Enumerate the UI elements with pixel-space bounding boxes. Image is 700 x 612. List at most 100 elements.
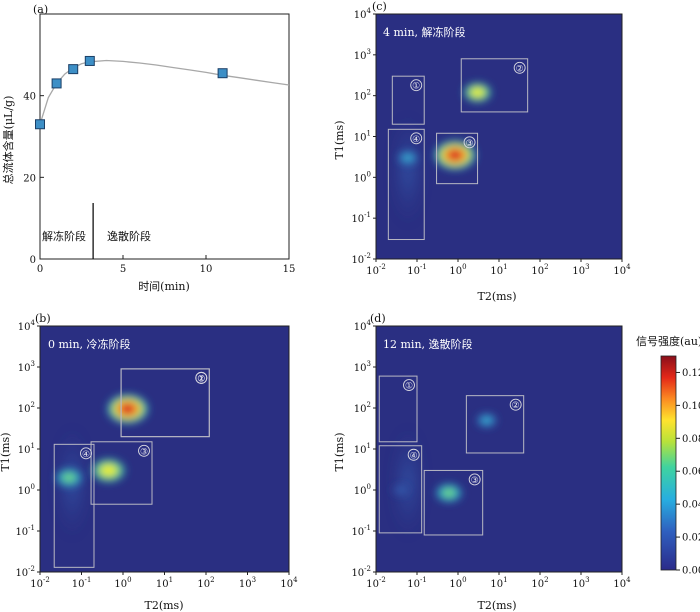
region-box <box>378 445 423 534</box>
y-tick-label: 0 <box>30 255 36 266</box>
phase-label-escape: 逸散阶段 <box>107 229 151 243</box>
region-label: ④ <box>410 451 418 461</box>
region-label: ② <box>512 401 520 411</box>
y-tick-label: 10-2 <box>15 565 35 579</box>
x-tick-label: 104 <box>613 576 631 590</box>
region-box <box>90 441 153 505</box>
x-tick-label: 103 <box>572 263 589 277</box>
x-tick-label: 10-1 <box>72 576 92 590</box>
heat-peak <box>433 481 465 504</box>
heat-peak <box>88 456 129 485</box>
x-tick-label: 101 <box>490 576 507 590</box>
region-box <box>465 395 525 454</box>
x-tick-label: 103 <box>239 576 256 590</box>
x-tick-label: 102 <box>531 576 548 590</box>
y-tick-label: 103 <box>18 360 35 374</box>
heat-tail <box>393 427 422 538</box>
panel-a-ylabel: 总流体含量(μL/g) <box>1 96 15 185</box>
x-tick-label: 0 <box>37 264 43 275</box>
x-tick-label: 100 <box>449 263 466 277</box>
region-label: ③ <box>140 447 148 457</box>
panel-d-annotation: 12 min, 逸散阶段 <box>383 337 473 351</box>
y-tick-label: 104 <box>354 7 372 21</box>
heat-tail <box>393 115 422 226</box>
panel-b-label: (b) <box>35 312 51 325</box>
panel-d-label: (d) <box>370 312 386 325</box>
y-tick-label: 102 <box>354 89 371 103</box>
x-tick-label: 10-1 <box>407 263 427 277</box>
region-label: ② <box>516 64 524 74</box>
panel-a: (a) 解冻阶段 逸散阶段 0 5 10 15 0 20 40 时间(min) 总流体含量… <box>1 3 295 293</box>
region-box <box>436 132 479 185</box>
data-point <box>68 64 79 75</box>
panel-c-xlabel: T2(ms) <box>478 290 517 303</box>
region-marker <box>403 379 415 392</box>
region-box <box>391 75 425 125</box>
region-box <box>378 375 418 443</box>
data-point <box>35 119 45 130</box>
region-label: ④ <box>412 135 420 145</box>
panel-b-ylabel: T1(ms) <box>0 433 12 472</box>
x-tick-label: 100 <box>114 576 131 590</box>
panel-d-xlabel: T2(ms) <box>478 599 517 612</box>
colorbar-gradient <box>660 355 677 571</box>
panel-a-label: (a) <box>33 3 48 16</box>
colorbar-title: 信号强度(au) <box>636 334 700 348</box>
panel-c-regions: ① ② ③ ④ <box>387 58 529 241</box>
heat-peak <box>104 392 151 426</box>
region-box <box>460 58 529 113</box>
colorbar: 信号强度(au) 0.12 0.10 0.08 0.06 0.04 0.02 0.00 <box>636 334 700 577</box>
panel-b-regions: ①② ③ ④ <box>53 368 210 568</box>
panel-c: (c) ① ② ③ ④ 4 min, 解冻阶段 104 103 102 101 100 10-1… <box>333 0 631 303</box>
x-tick-label: 102 <box>197 576 214 590</box>
region-marker <box>138 444 150 457</box>
colorbar-tick-label: 0.10 <box>682 401 700 412</box>
colorbar-tick-label: 0.06 <box>682 467 700 478</box>
x-tick-label: 102 <box>531 263 548 277</box>
panel-b: (b) ①② ③ ④ 0 min, 冷冻阶段 104 103 102 101 100 10-1… <box>0 312 298 612</box>
panel-c-ticks: 104 103 102 101 100 10-1 10-210-2 10-1 100 101 102… <box>351 7 631 277</box>
region-box <box>120 368 210 438</box>
y-tick-label: 100 <box>354 483 371 497</box>
colorbar-ticks: 0.12 0.10 0.08 0.06 0.04 0.02 0.00 <box>676 368 700 577</box>
y-tick-label: 102 <box>18 401 35 415</box>
y-tick-label: 101 <box>354 442 371 456</box>
fit-curve-group <box>39 59 290 125</box>
panel-c-annotation: 4 min, 解冻阶段 <box>383 25 466 39</box>
y-tick-label: 103 <box>354 360 371 374</box>
region-label: ① <box>412 82 420 92</box>
y-tick-label: 102 <box>354 401 371 415</box>
x-tick-label: 10-2 <box>366 263 386 277</box>
x-tick-label: 104 <box>613 263 631 277</box>
region-marker <box>468 473 481 486</box>
x-tick-label: 15 <box>283 264 296 275</box>
x-tick-label: 10-2 <box>366 576 386 590</box>
y-tick-label: 101 <box>354 130 371 144</box>
region-marker <box>407 448 420 461</box>
panel-b-annotation: 0 min, 冷冻阶段 <box>48 337 131 351</box>
y-tick-label: 104 <box>18 319 36 333</box>
data-point <box>84 55 95 66</box>
region-box <box>423 469 484 536</box>
colorbar-tick-label: 0.02 <box>682 533 700 544</box>
x-tick-label: 10-2 <box>30 576 50 590</box>
panel-b-heatmap <box>53 392 151 538</box>
y-tick-label: 10-1 <box>15 524 35 538</box>
x-tick-label: 103 <box>572 576 589 590</box>
data-point <box>51 78 62 89</box>
data-point <box>217 68 228 79</box>
region-label: ④ <box>82 450 90 460</box>
panel-d-ylabel: T1(ms) <box>333 433 346 472</box>
panel-c-ylabel: T1(ms) <box>333 121 346 160</box>
panel-b-ticks: 104 103 102 101 100 10-1 10-210-2 10-1 100 101 102… <box>15 319 298 590</box>
heat-peak <box>389 481 412 499</box>
x-tick-label: 104 <box>280 576 298 590</box>
region-label: ① <box>405 382 413 392</box>
panel-a-plot-frame <box>39 13 290 260</box>
y-tick-label: 10-1 <box>351 211 371 225</box>
region-marker <box>509 398 522 411</box>
y-tick-label: 10-2 <box>351 252 371 266</box>
colorbar-tick-label: 0.04 <box>682 500 700 511</box>
region-label: ③ <box>466 139 474 149</box>
